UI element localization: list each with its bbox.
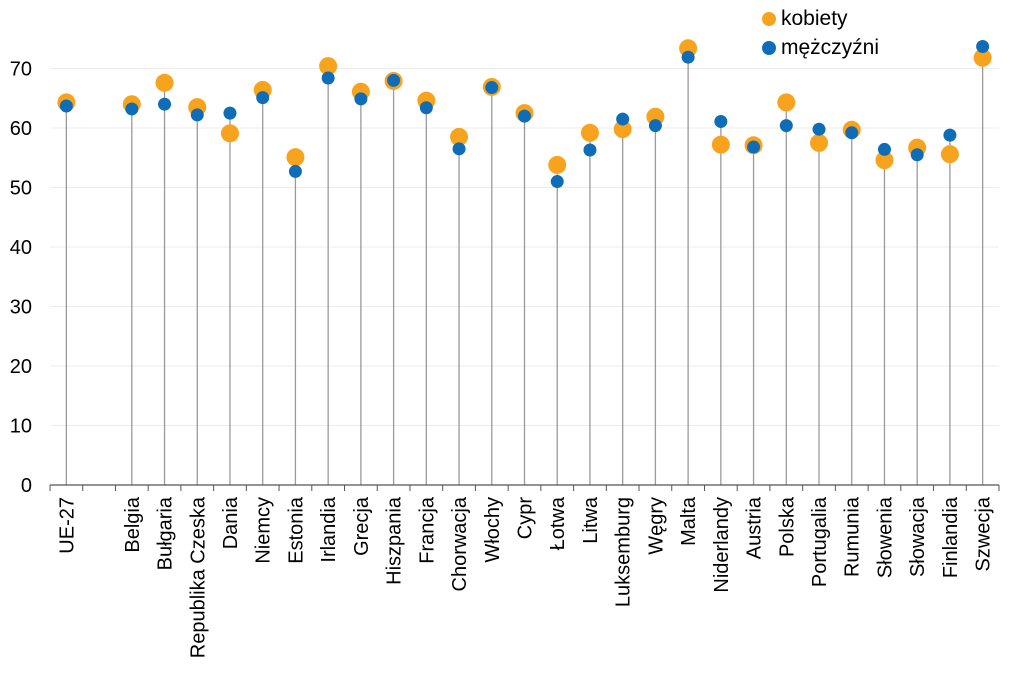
y-tick-label: 10 [10,416,32,438]
point-kobiety [548,155,567,174]
x-tick-label: Irlandia [318,496,340,562]
legend: kobiety mężczyźni [762,4,879,62]
point-kobiety [810,133,829,152]
point-mezczyzni [485,81,499,95]
legend-marker-mezczyzni [762,40,776,55]
y-tick-label: 60 [10,118,32,140]
point-mezczyzni [943,128,957,142]
point-mezczyzni [812,122,826,136]
point-mezczyzni [125,102,139,116]
x-tick-label: Francja [416,496,438,564]
x-tick-label: Luksemburg [613,497,635,607]
point-mezczyzni [714,114,728,128]
x-tick-label: Rumunia [842,496,864,577]
x-tick-label: Portugalia [809,496,831,587]
point-mezczyzni [59,99,73,113]
point-mezczyzni [877,142,891,156]
point-mezczyzni [583,143,597,157]
point-kobiety [155,73,174,92]
point-mezczyzni [779,119,793,133]
point-mezczyzni [616,112,630,126]
point-mezczyzni [321,71,335,85]
legend-item-mezczyzni: mężczyźni [762,33,879,62]
y-tick-label: 20 [10,356,32,378]
x-tick-label: Niderlandy [711,497,733,593]
x-tick-label: Włochy [482,497,504,563]
x-tick-label: Polska [776,496,798,557]
stems [65,46,984,485]
point-kobiety [319,57,338,76]
point-kobiety [613,120,632,139]
legend-label-kobiety: kobiety [781,6,848,30]
point-mezczyzni [845,126,859,140]
x-tick-label: Malta [678,496,700,546]
point-mezczyzni [256,91,270,105]
x-tick-label: UE-27 [56,497,78,554]
x-tick-label: Litwa [580,496,602,544]
point-mezczyzni [158,97,172,111]
y-axis-ticks: 0 10 20 30 40 50 60 70 [10,59,32,498]
x-tick-label: Słowenia [874,496,896,578]
point-mezczyzni [518,109,531,123]
x-tick-label: Dania [220,496,242,549]
data-points [57,39,992,189]
point-mezczyzni [452,142,466,156]
point-mezczyzni [354,92,368,106]
point-kobiety [875,151,894,170]
x-tick-label: Węgry [645,497,667,555]
legend-marker-kobiety [762,11,776,26]
point-mezczyzni [976,39,990,53]
y-tick-label: 70 [10,59,32,81]
x-tick-label: Słowacja [907,496,929,577]
point-mezczyzni [681,50,695,64]
y-tick-label: 0 [21,475,32,497]
x-tick-label: Bułgaria [155,496,177,570]
x-axis-labels: UE-27 Belgia Bułgaria Republika Czeska Dania… [56,496,994,658]
point-mezczyzni [288,164,302,178]
point-mezczyzni [910,148,924,162]
point-mezczyzni [387,73,401,87]
y-tick-label: 30 [10,297,32,319]
x-tick-label: Cypr [515,497,537,540]
point-kobiety [940,145,959,164]
point-mezczyzni [648,119,662,133]
point-kobiety [450,127,469,146]
point-mezczyzni [223,106,237,120]
point-mezczyzni [550,175,564,189]
point-kobiety [286,148,305,167]
y-tick-label: 40 [10,237,32,259]
x-tick-label: Niemcy [253,497,275,564]
point-mezczyzni [190,108,204,122]
x-tick-label: Grecja [351,496,373,556]
x-tick-label: Finlandia [940,496,962,578]
x-tick-label: Hiszpania [384,496,406,585]
point-kobiety [220,124,239,143]
x-tick-label: Chorwacja [449,496,471,591]
x-axis [49,484,1000,491]
legend-item-kobiety: kobiety [762,4,879,33]
x-tick-label: Szwecja [973,496,995,571]
point-kobiety [711,135,730,154]
x-tick-label: Republika Czeska [187,496,209,658]
x-tick-label: Łotwa [547,496,569,550]
point-mezczyzni [419,101,433,115]
y-tick-label: 50 [10,178,32,200]
point-mezczyzni [747,140,761,154]
point-kobiety [973,48,992,67]
x-tick-label: Belgia [122,496,144,552]
point-kobiety [777,93,796,112]
x-tick-label: Austria [744,496,766,559]
legend-label-mezczyzni: mężczyźni [781,35,880,59]
point-kobiety [580,123,599,142]
x-tick-label: Estonia [285,496,307,564]
